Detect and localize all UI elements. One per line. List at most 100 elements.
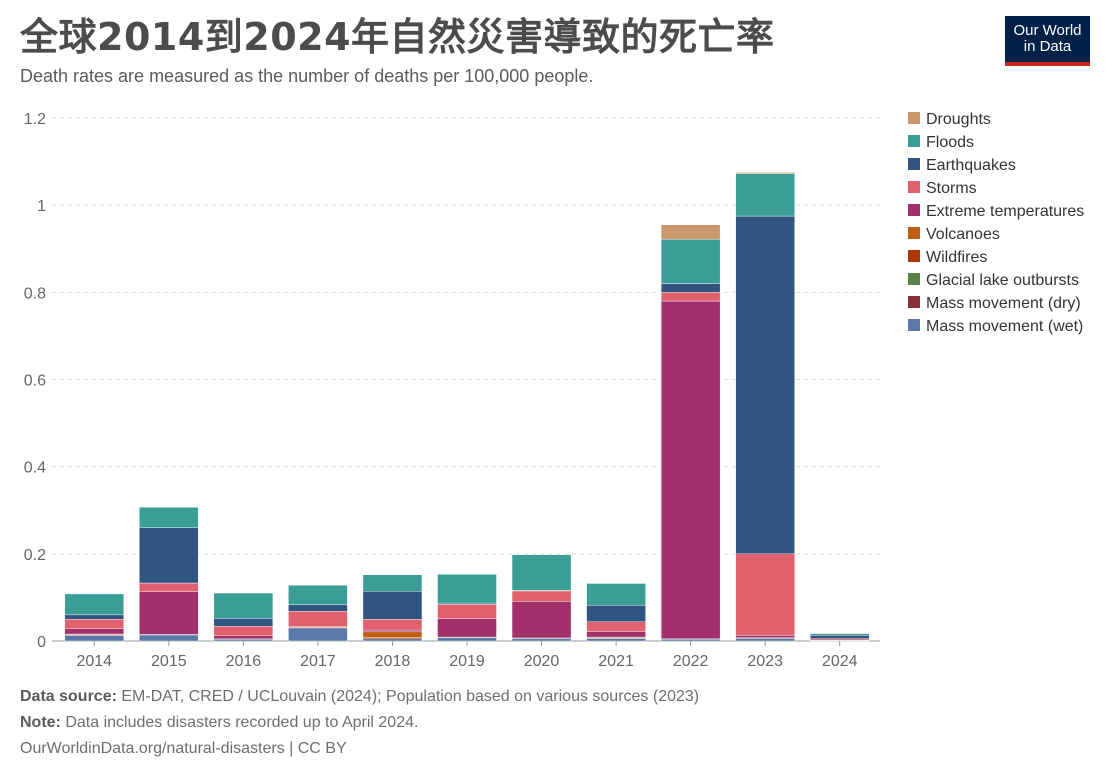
- legend-swatch[interactable]: [908, 319, 920, 331]
- bar-segment-earthquakes[interactable]: [660, 283, 721, 293]
- bar-segment-droughts[interactable]: [735, 172, 795, 174]
- bar-segment-storms[interactable]: [64, 619, 124, 629]
- bar-segment-floods[interactable]: [437, 574, 497, 604]
- bar-segment-floods[interactable]: [511, 554, 572, 591]
- bars: [64, 172, 870, 642]
- legend-swatch[interactable]: [908, 112, 920, 124]
- bar-segment-earthquakes[interactable]: [213, 618, 274, 627]
- bar-segment-floods[interactable]: [64, 593, 124, 616]
- logo-accent-bar: [1005, 62, 1090, 66]
- legend-item-volcanoes[interactable]: Volcanoes: [926, 226, 1000, 243]
- legend-item-extreme-temperatures[interactable]: Extreme temperatures: [926, 203, 1084, 220]
- chart-subtitle: Death rates are measured as the number o…: [20, 66, 594, 86]
- chart-title: 全球2014到2024年自然災害導致的死亡率: [20, 15, 775, 59]
- x-tick-label: 2020: [524, 653, 560, 670]
- x-tick-label: 2019: [449, 653, 485, 670]
- legend-item-wildfires[interactable]: Wildfires: [926, 249, 987, 266]
- y-tick-label: 0: [37, 634, 46, 651]
- bar-segment-extreme-temperatures[interactable]: [437, 618, 497, 638]
- bar-segment-floods[interactable]: [213, 592, 274, 619]
- bar-segment-storms[interactable]: [288, 611, 348, 627]
- y-tick-label: 1: [37, 198, 46, 215]
- legend-swatch[interactable]: [908, 273, 920, 285]
- y-tick-label: 0.6: [24, 373, 46, 390]
- x-tick-label: 2015: [151, 653, 187, 670]
- bar-segment-floods[interactable]: [586, 583, 646, 606]
- bar-segment-earthquakes[interactable]: [288, 604, 348, 612]
- legend-swatch[interactable]: [908, 227, 920, 239]
- bar-segment-earthquakes[interactable]: [810, 635, 870, 640]
- bar-segment-floods[interactable]: [735, 173, 795, 217]
- legend-item-storms[interactable]: Storms: [926, 180, 977, 197]
- legend-swatch[interactable]: [908, 204, 920, 216]
- bar-segment-droughts[interactable]: [660, 224, 721, 240]
- bar-segment-earthquakes[interactable]: [735, 215, 795, 555]
- legend-item-glacial-lake-outbursts[interactable]: Glacial lake outbursts: [926, 272, 1079, 289]
- bar-segment-extreme-temperatures[interactable]: [660, 300, 721, 640]
- bar-segment-earthquakes[interactable]: [139, 527, 199, 584]
- bar-segment-storms[interactable]: [586, 621, 646, 632]
- bar-segment-floods[interactable]: [660, 238, 721, 284]
- y-axis: 0 0.2 0.4 0.6 0.8 1 1.2: [24, 111, 46, 651]
- bar-segment-extreme-temperatures[interactable]: [64, 628, 124, 635]
- legend-swatch[interactable]: [908, 296, 920, 308]
- bar-segment-storms[interactable]: [511, 590, 572, 602]
- x-tick-label: 2022: [673, 653, 709, 670]
- legend-item-mass-movement-wet-[interactable]: Mass movement (wet): [926, 318, 1083, 335]
- bar-segment-earthquakes[interactable]: [64, 614, 124, 620]
- bar-segment-extreme-temperatures[interactable]: [213, 635, 274, 640]
- bar-segment-storms[interactable]: [213, 625, 274, 636]
- bar-segment-floods[interactable]: [810, 633, 870, 636]
- bar-segment-extreme-temperatures[interactable]: [735, 635, 795, 638]
- bar-segment-extreme-temperatures[interactable]: [586, 631, 646, 638]
- bar-segment-earthquakes[interactable]: [362, 591, 423, 620]
- note-text: Data includes disasters recorded up to A…: [60, 714, 419, 731]
- bar-segment-mass-movement-wet-[interactable]: [362, 638, 423, 642]
- legend-item-droughts[interactable]: Droughts: [926, 111, 991, 128]
- bar-segment-mass-movement-wet-[interactable]: [586, 638, 646, 642]
- legend-item-floods[interactable]: Floods: [926, 134, 974, 151]
- bar-segment-mass-movement-wet-[interactable]: [139, 634, 199, 642]
- owid-logo[interactable]: Our World in Data: [1005, 16, 1090, 66]
- note-label: Note:: [20, 714, 61, 731]
- legend-item-earthquakes[interactable]: Earthquakes: [926, 157, 1016, 174]
- footer-url-link[interactable]: OurWorldinData.org/natural-disasters | C…: [20, 740, 347, 757]
- bar-segment-storms[interactable]: [735, 553, 795, 636]
- bar-segment-storms[interactable]: [362, 619, 423, 631]
- bar-segment-mass-movement-wet-[interactable]: [288, 627, 348, 642]
- legend-swatch[interactable]: [908, 250, 920, 262]
- x-tick-label: 2023: [747, 653, 783, 670]
- source-text: EM-DAT, CRED / UCLouvain (2024); Populat…: [116, 688, 700, 705]
- y-tick-label: 0.4: [24, 460, 46, 477]
- bar-segment-mass-movement-wet-[interactable]: [735, 638, 795, 642]
- logo-line-1: Our World: [1013, 22, 1082, 39]
- legend-swatch[interactable]: [908, 158, 920, 170]
- bar-segment-extreme-temperatures[interactable]: [139, 591, 199, 635]
- legend-item-mass-movement-dry-[interactable]: Mass movement (dry): [926, 295, 1081, 312]
- bar-segment-mass-movement-wet-[interactable]: [437, 637, 497, 642]
- legend: Droughts Floods Earthquakes Storms Extreme t…: [908, 111, 1084, 335]
- x-tick-label: 2018: [375, 653, 411, 670]
- bar-segment-floods[interactable]: [288, 585, 348, 606]
- x-tick-label: 2024: [822, 653, 858, 670]
- bar-segment-extreme-temperatures[interactable]: [362, 629, 423, 633]
- x-axis: 2014 2015 2016 2017 2018 2019 2020 2021 2022 2023…: [76, 641, 858, 670]
- bar-segment-extreme-temperatures[interactable]: [511, 601, 572, 639]
- y-tick-label: 1.2: [24, 111, 46, 128]
- bar-segment-volcanoes[interactable]: [362, 631, 423, 638]
- bar-segment-floods[interactable]: [362, 574, 423, 592]
- x-tick-label: 2021: [598, 653, 634, 670]
- bar-segment-floods[interactable]: [139, 506, 199, 528]
- footer-note: Note: Data includes disasters recorded u…: [20, 714, 418, 732]
- legend-swatch[interactable]: [908, 181, 920, 193]
- bar-segment-mass-movement-wet-[interactable]: [64, 635, 124, 642]
- bar-segment-earthquakes[interactable]: [586, 605, 646, 623]
- bar-segment-storms[interactable]: [139, 582, 199, 592]
- bar-segment-mass-movement-wet-[interactable]: [511, 638, 572, 642]
- x-tick-label: 2016: [226, 653, 262, 670]
- legend-swatch[interactable]: [908, 135, 920, 147]
- bar-segment-storms[interactable]: [437, 604, 497, 619]
- y-tick-label: 0.2: [24, 547, 46, 564]
- bar-segment-storms[interactable]: [660, 292, 721, 302]
- footer-source: Data source: EM-DAT, CRED / UCLouvain (2…: [20, 688, 699, 706]
